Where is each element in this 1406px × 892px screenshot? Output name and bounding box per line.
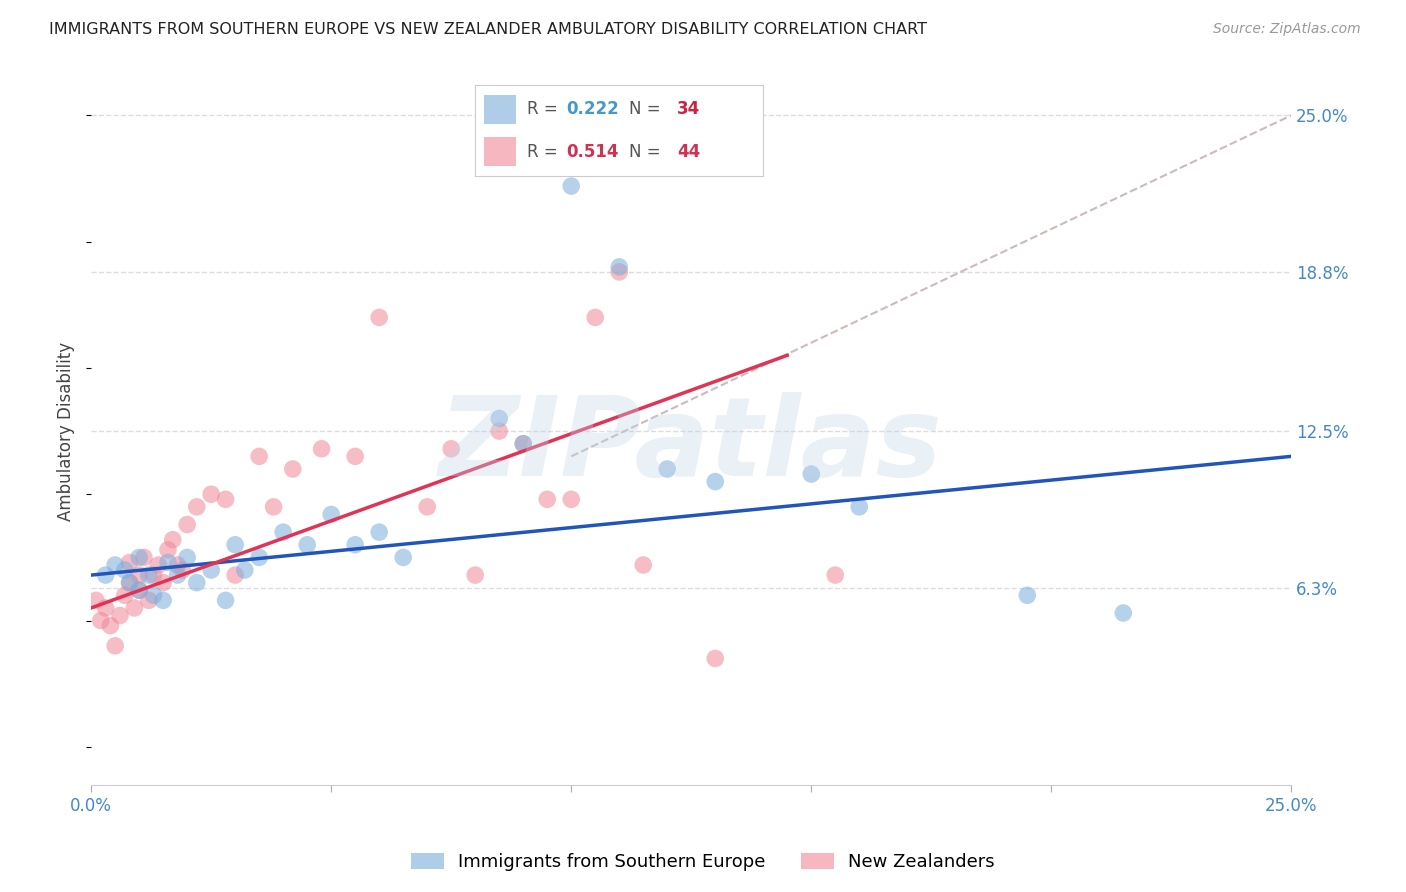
Point: [128, 568, 150, 582]
Text: IMMIGRANTS FROM SOUTHERN EUROPE VS NEW ZEALANDER AMBULATORY DISABILITY CORRELATI: IMMIGRANTS FROM SOUTHERN EUROPE VS NEW Z…: [49, 22, 927, 37]
Text: ZIPatlas: ZIPatlas: [439, 392, 943, 499]
Point: [560, 492, 582, 507]
Y-axis label: Ambulatory Disability: Ambulatory Disability: [58, 342, 75, 521]
Point: [311, 442, 333, 456]
Point: [114, 588, 136, 602]
Legend: Immigrants from Southern Europe, New Zealanders: Immigrants from Southern Europe, New Zea…: [404, 846, 1002, 879]
Point: [138, 568, 160, 582]
Point: [118, 575, 141, 590]
Text: Source: ZipAtlas.com: Source: ZipAtlas.com: [1213, 22, 1361, 37]
Point: [128, 583, 150, 598]
Point: [224, 538, 246, 552]
Point: [162, 533, 184, 547]
Point: [124, 601, 146, 615]
Point: [176, 517, 198, 532]
Point: [108, 608, 131, 623]
Point: [607, 260, 630, 274]
Point: [488, 424, 510, 438]
Point: [233, 563, 256, 577]
Point: [1017, 588, 1039, 602]
Point: [138, 593, 160, 607]
Point: [152, 593, 174, 607]
Point: [118, 575, 141, 590]
Point: [128, 583, 150, 598]
Point: [90, 614, 112, 628]
Point: [271, 525, 294, 540]
Point: [583, 310, 606, 325]
Point: [295, 538, 318, 552]
Point: [392, 550, 415, 565]
Point: [247, 450, 270, 464]
Point: [94, 568, 117, 582]
Point: [152, 575, 174, 590]
Point: [142, 588, 165, 602]
Point: [166, 558, 188, 572]
Point: [536, 492, 558, 507]
Point: [214, 492, 236, 507]
Point: [607, 265, 630, 279]
Point: [84, 593, 107, 607]
Point: [657, 462, 679, 476]
Point: [368, 310, 391, 325]
Point: [631, 558, 654, 572]
Point: [704, 475, 727, 489]
Point: [132, 550, 155, 565]
Point: [176, 550, 198, 565]
Point: [247, 550, 270, 565]
Point: [464, 568, 486, 582]
Point: [156, 542, 179, 557]
Point: [224, 568, 246, 582]
Point: [148, 558, 170, 572]
Point: [128, 550, 150, 565]
Point: [488, 411, 510, 425]
Point: [512, 436, 534, 450]
Point: [172, 563, 194, 577]
Point: [142, 568, 165, 582]
Point: [800, 467, 823, 481]
Point: [186, 575, 208, 590]
Point: [704, 651, 727, 665]
Point: [263, 500, 285, 514]
Point: [440, 442, 463, 456]
Point: [824, 568, 846, 582]
Point: [104, 558, 127, 572]
Point: [104, 639, 127, 653]
Point: [118, 556, 141, 570]
Point: [94, 601, 117, 615]
Point: [200, 563, 222, 577]
Point: [1112, 606, 1135, 620]
Point: [281, 462, 304, 476]
Point: [560, 179, 582, 194]
Point: [512, 436, 534, 450]
Point: [156, 556, 179, 570]
Point: [416, 500, 439, 514]
Point: [186, 500, 208, 514]
Point: [368, 525, 391, 540]
Point: [848, 500, 870, 514]
Point: [214, 593, 236, 607]
Point: [200, 487, 222, 501]
Point: [114, 563, 136, 577]
Point: [166, 568, 188, 582]
Point: [321, 508, 343, 522]
Point: [344, 450, 367, 464]
Point: [98, 618, 121, 632]
Point: [344, 538, 367, 552]
